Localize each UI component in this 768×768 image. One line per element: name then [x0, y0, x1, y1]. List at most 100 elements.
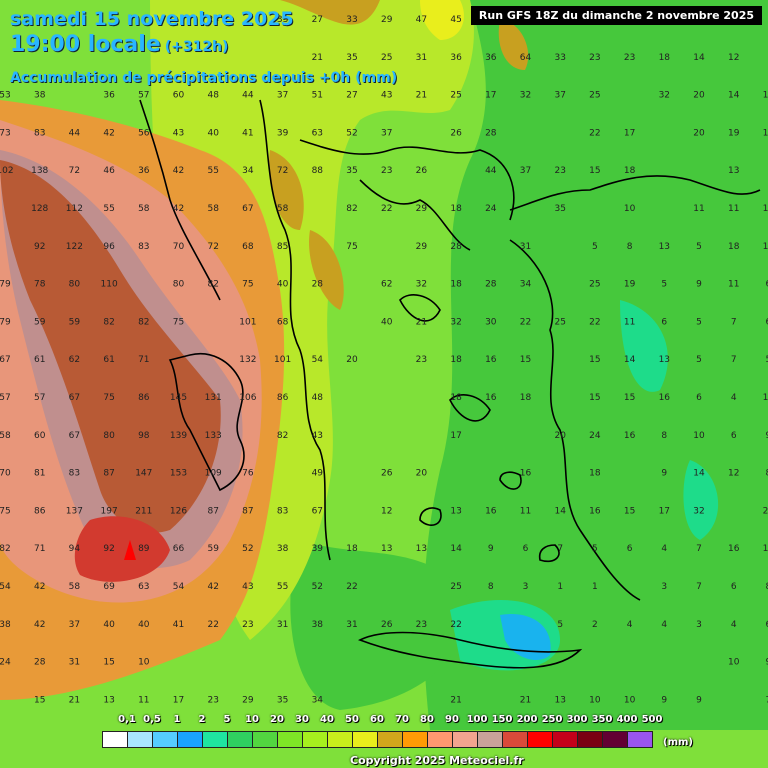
grid-value: 7	[557, 544, 563, 554]
grid-value: 70	[173, 242, 185, 252]
grid-value: 43	[381, 91, 392, 101]
grid-value: 11	[763, 242, 768, 252]
grid-value: 32	[693, 506, 704, 516]
legend-label: 200	[516, 714, 538, 725]
grid-value: 101	[274, 355, 291, 365]
grid-value: 7	[731, 355, 737, 365]
grid-value: 27	[346, 91, 357, 101]
grid-value: 31	[277, 620, 288, 630]
grid-value: 58	[138, 204, 150, 214]
grid-value: 25	[554, 317, 565, 327]
grid-value: 9	[696, 695, 702, 705]
grid-value: 53	[0, 91, 11, 101]
grid-value: 18	[450, 280, 462, 290]
grid-value: 87	[103, 469, 114, 479]
grid-value: 57	[34, 393, 45, 403]
grid-value: 67	[242, 204, 253, 214]
grid-value: 18	[624, 166, 636, 176]
grid-value: 28	[485, 128, 497, 138]
legend-label: 40	[320, 714, 334, 725]
grid-value: 23	[589, 53, 600, 63]
grid-value: 26	[381, 469, 393, 479]
grid-value: 26	[381, 620, 393, 630]
grid-value: 36	[138, 166, 150, 176]
grid-value: 16	[659, 393, 671, 403]
run-info-badge: Run GFS 18Z du dimanche 2 novembre 2025	[470, 6, 762, 25]
grid-value: 27	[312, 15, 323, 25]
grid-value: 10	[693, 431, 705, 441]
grid-value: 42	[207, 582, 218, 592]
grid-value: 11	[693, 204, 704, 214]
legend-swatch	[177, 731, 203, 748]
grid-value: 10	[624, 695, 636, 705]
grid-value: 71	[138, 355, 149, 365]
grid-value: 6	[661, 317, 667, 327]
grid-value: 11	[520, 506, 531, 516]
grid-value: 24	[207, 15, 219, 25]
grid-value: 34	[312, 695, 324, 705]
legend-swatch	[552, 731, 578, 748]
grid-value: 48	[207, 91, 219, 101]
grid-value: 24	[589, 431, 601, 441]
grid-value: 79	[0, 280, 11, 290]
grid-value: 43	[312, 431, 323, 441]
grid-value: 26	[416, 166, 428, 176]
grid-value: 88	[312, 166, 324, 176]
grid-value: 6	[766, 317, 768, 327]
legend-label: 2	[198, 714, 206, 725]
grid-value: 66	[173, 544, 185, 554]
grid-value: 52	[312, 582, 323, 592]
grid-value: 40	[277, 280, 289, 290]
grid-value: 9	[661, 695, 667, 705]
grid-value: 14	[728, 91, 740, 101]
legend-swatch	[602, 731, 628, 748]
grid-value: 20	[346, 355, 358, 365]
grid-value: 11	[763, 204, 768, 214]
grid-value: 5	[766, 355, 768, 365]
grid-value: 70	[0, 469, 11, 479]
legend-label: 5	[223, 714, 231, 725]
grid-value: 89	[138, 544, 150, 554]
grid-value: 80	[69, 280, 81, 290]
grid-value: 16	[485, 355, 497, 365]
grid-value: 82	[346, 204, 357, 214]
grid-value: 72	[207, 242, 218, 252]
grid-value: 3	[523, 582, 529, 592]
grid-value: 41	[242, 128, 253, 138]
legend-label: 350	[591, 714, 613, 725]
grid-value: 9	[766, 658, 768, 668]
legend-swatch	[202, 731, 228, 748]
grid-value: 29	[381, 15, 393, 25]
grid-value: 18	[450, 393, 462, 403]
grid-value: 79	[0, 317, 11, 327]
grid-value: 6	[766, 620, 768, 630]
legend-swatch	[627, 731, 653, 748]
grid-value: 14	[693, 53, 705, 63]
grid-value: 82	[277, 431, 288, 441]
grid-value: 62	[381, 280, 392, 290]
grid-value: 14	[624, 355, 636, 365]
grid-value: 19	[624, 280, 636, 290]
grid-value: 7	[696, 582, 702, 592]
grid-value: 81	[34, 469, 45, 479]
grid-value: 10	[624, 204, 636, 214]
grid-value: 122	[66, 242, 83, 252]
legend-swatch	[402, 731, 428, 748]
legend-label: 300	[566, 714, 588, 725]
grid-value: 67	[69, 393, 80, 403]
grid-value: 137	[66, 506, 83, 516]
grid-value: 13	[416, 544, 427, 554]
grid-value: 8	[488, 582, 494, 592]
grid-value: 28	[485, 280, 497, 290]
legend-swatch	[152, 731, 178, 748]
grid-value: 28	[34, 658, 46, 668]
grid-value: 15	[103, 658, 114, 668]
grid-value: 75	[346, 242, 357, 252]
grid-value: 22	[589, 128, 600, 138]
grid-value: 13	[450, 506, 461, 516]
grid-value: 16	[589, 506, 601, 516]
grid-value: 83	[34, 128, 45, 138]
grid-value: 14	[450, 544, 462, 554]
grid-value: 37	[277, 91, 288, 101]
grid-value: 15	[589, 355, 600, 365]
